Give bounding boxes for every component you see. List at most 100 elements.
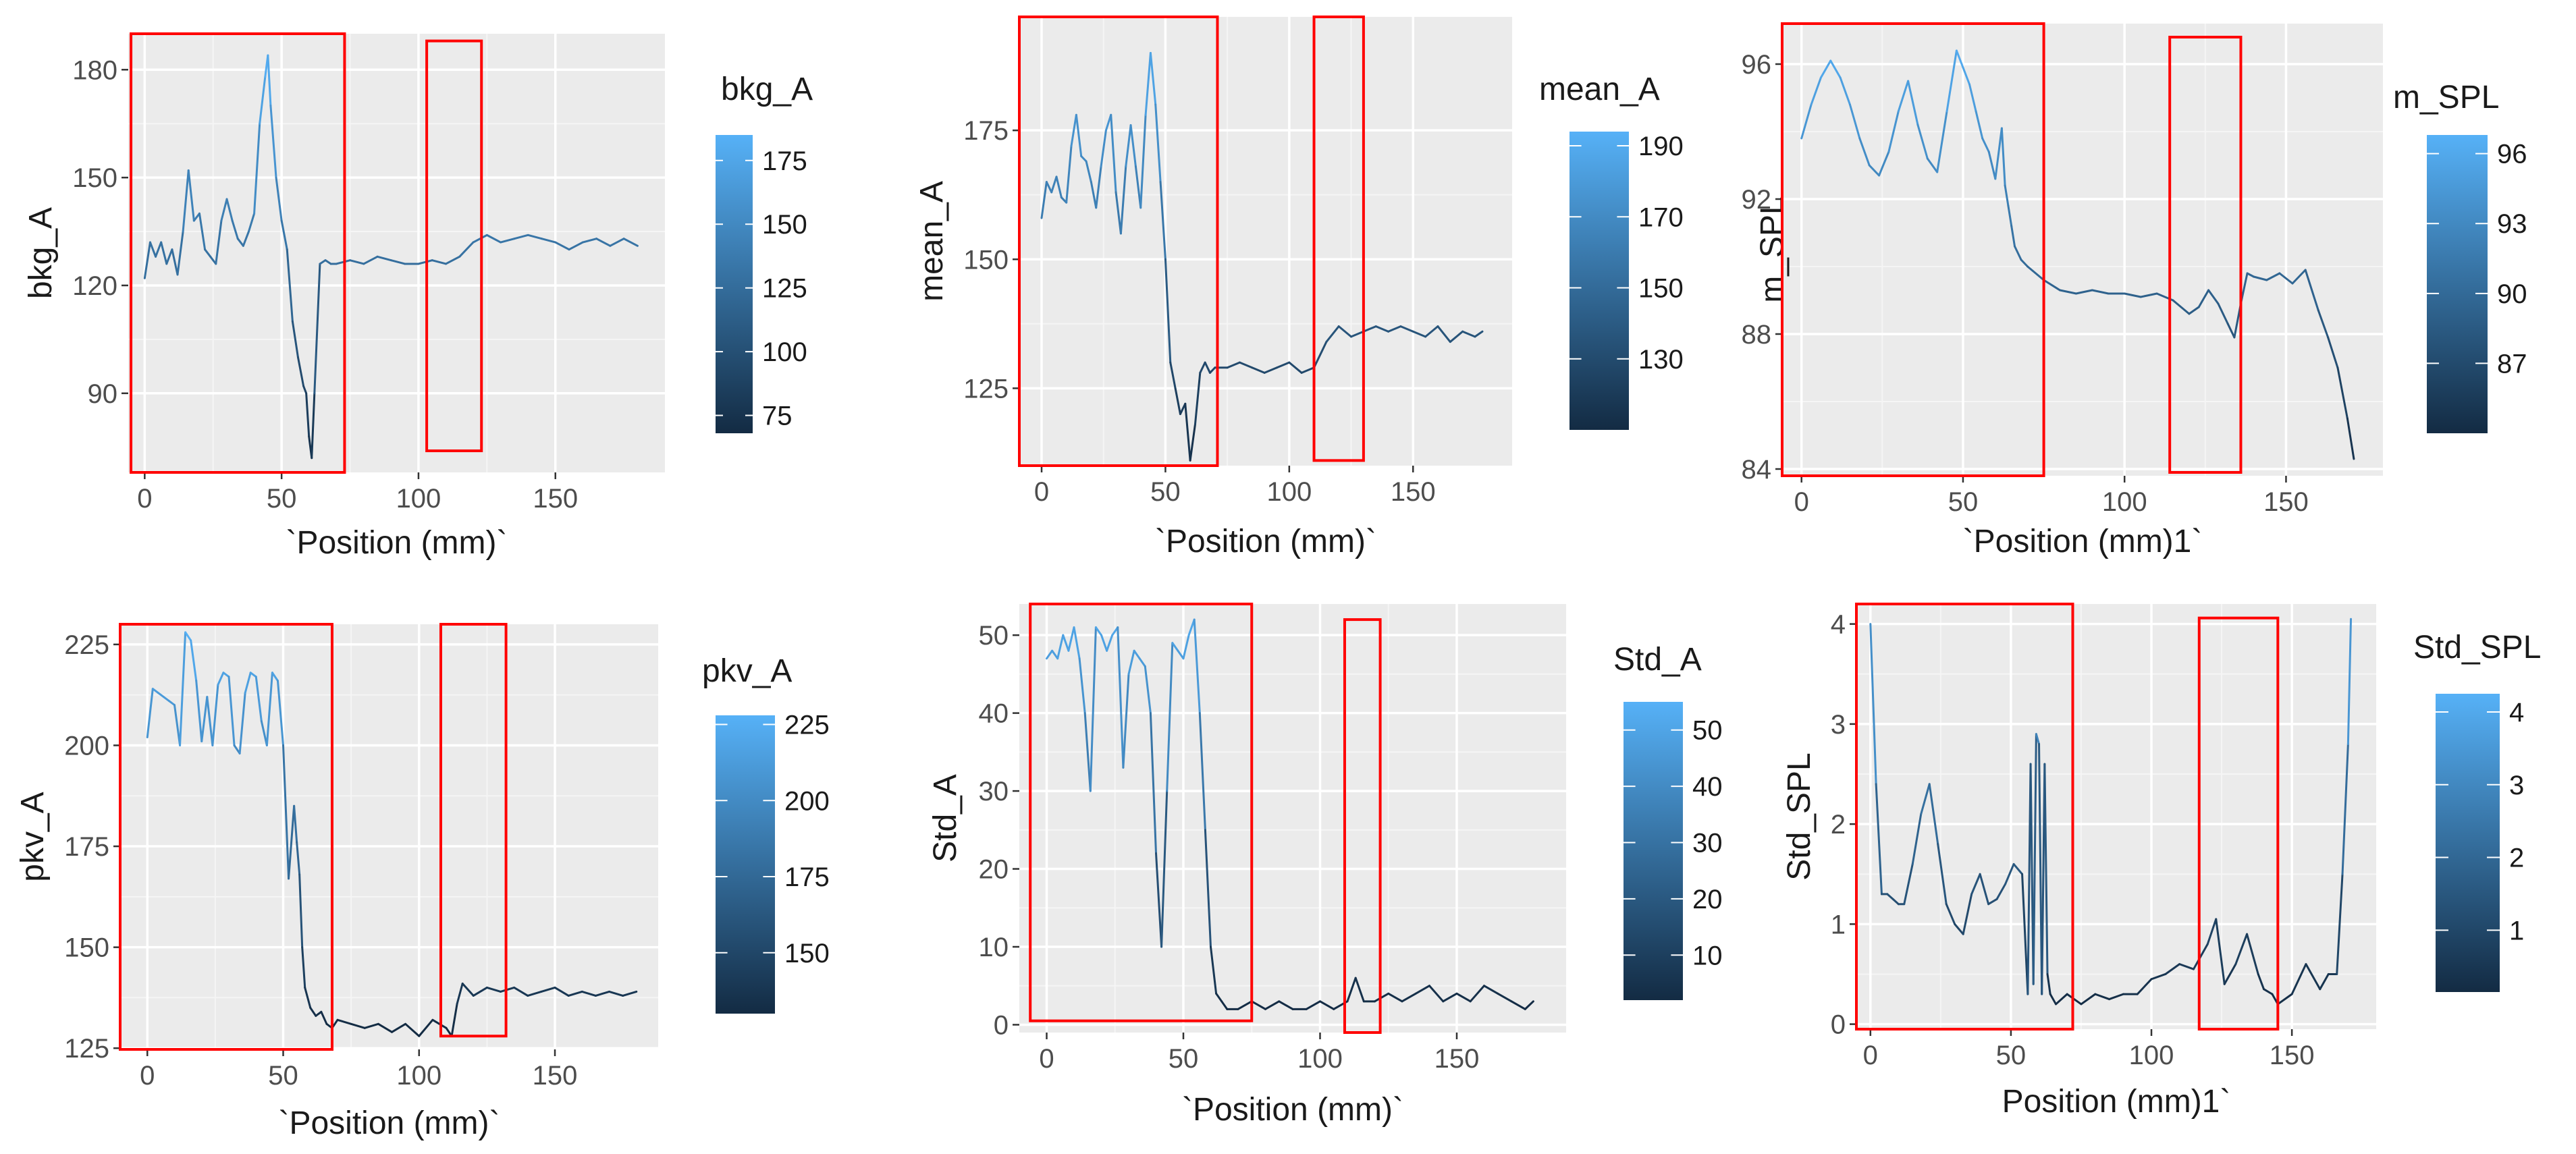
x-axis-title: Position (mm)1` xyxy=(2002,1084,2231,1120)
line-segment xyxy=(1979,873,1990,906)
line-segment xyxy=(568,241,584,251)
legend-tick-label: 2 xyxy=(2509,844,2524,873)
legend-tick-label: 125 xyxy=(762,274,807,304)
series-line xyxy=(146,631,638,1037)
line-segment xyxy=(363,255,379,265)
line-segment xyxy=(1987,150,1997,180)
line-segment xyxy=(2043,763,2049,975)
line-segment xyxy=(608,990,624,997)
line-segment xyxy=(151,688,159,694)
x-tick-label: 50 xyxy=(268,1061,298,1091)
line-segment xyxy=(595,238,612,247)
line-segment xyxy=(2206,918,2218,945)
line-segment xyxy=(1374,325,1390,333)
line-segment xyxy=(1177,649,1185,660)
line-segment xyxy=(1226,361,1241,369)
line-segment xyxy=(1911,813,1923,865)
line-segment xyxy=(1903,862,1914,906)
line-segment xyxy=(1171,642,1179,652)
line-segment xyxy=(1100,634,1108,652)
line-segment xyxy=(1085,160,1092,184)
line-segment xyxy=(418,1018,434,1037)
line-segment xyxy=(2305,963,2322,991)
y-tick-label: 125 xyxy=(64,1034,109,1064)
line-segment xyxy=(1869,623,1877,786)
y-tick-label: 3 xyxy=(1831,710,1846,740)
line-segment xyxy=(1115,191,1122,235)
highlight-box-1 xyxy=(130,32,346,474)
chart-panel-std-a: 0 50 100 150 0 10 20 30 40 50 `Position (mm)` Std_A… xyxy=(928,603,1723,1128)
line-segment xyxy=(1045,181,1053,194)
legend-tick-label: 87 xyxy=(2497,349,2527,379)
line-segment xyxy=(1095,165,1102,209)
legend-tick-label: 10 xyxy=(1692,941,1723,970)
line-segment xyxy=(2020,258,2029,268)
y-tick-label: 120 xyxy=(72,271,117,301)
line-segment xyxy=(1954,923,1964,935)
line-segment xyxy=(182,169,190,233)
chart-panel-pkv-a: 0 50 100 150 125 150 175 200 225 `Position (mm)` p… xyxy=(15,623,830,1141)
line-segment xyxy=(209,255,217,265)
x-tick-label: 0 xyxy=(140,1061,155,1091)
line-segment xyxy=(233,744,241,754)
legend-tick-label: 100 xyxy=(762,337,807,367)
line-segment xyxy=(581,990,597,997)
line-segment xyxy=(244,671,252,694)
line-segment xyxy=(1800,103,1813,140)
line-segment xyxy=(143,241,151,279)
highlight-box-2 xyxy=(2197,616,2280,1031)
line-segment xyxy=(1160,790,1169,948)
line-segment xyxy=(390,259,406,265)
line-segment xyxy=(458,241,475,258)
plot-background xyxy=(1782,24,2383,476)
line-segment xyxy=(1926,157,1939,173)
y-axis-title: Std_SPL xyxy=(1781,752,1817,880)
colorbar xyxy=(2427,135,2488,433)
line-segment xyxy=(335,259,352,265)
line-segment xyxy=(1936,110,1948,173)
line-segment xyxy=(1401,992,1417,1003)
line-segment xyxy=(1428,985,1445,1003)
chart-panel-bkg-a: 0 50 100 150 90 120 150 180 `Position (mm)` bkg_A… xyxy=(23,32,813,561)
line-segment xyxy=(222,671,230,678)
line-segment xyxy=(165,248,173,265)
line-segment xyxy=(1962,893,1973,935)
y-axis-title: m_SPL xyxy=(1754,196,1790,302)
line-segment xyxy=(291,320,299,359)
line-segment xyxy=(195,680,203,743)
line-segment xyxy=(1089,626,1097,792)
line-segment xyxy=(2164,963,2181,975)
line-segment xyxy=(1238,361,1254,369)
line-segment xyxy=(2278,272,2294,285)
y-tick-label: 150 xyxy=(72,163,117,193)
x-tick-label: 0 xyxy=(1794,487,1809,517)
x-axis-title: `Position (mm)` xyxy=(1155,524,1376,559)
line-segment xyxy=(485,233,502,244)
line-segment xyxy=(1387,992,1403,1003)
x-axis-title: `Position (mm)1` xyxy=(1963,524,2203,559)
line-segment xyxy=(2027,265,2045,281)
line-segment xyxy=(298,873,304,949)
line-segment xyxy=(184,631,192,642)
y-tick-label: 2 xyxy=(1831,810,1846,840)
line-segment xyxy=(1070,113,1077,147)
line-segment xyxy=(2012,862,2024,875)
line-segment xyxy=(513,986,529,997)
line-segment xyxy=(271,671,279,682)
y-axis-title: mean_A xyxy=(914,181,950,302)
line-segment xyxy=(2234,933,2249,966)
line-segment xyxy=(179,631,187,746)
line-segment xyxy=(1164,258,1172,364)
line-segment xyxy=(581,238,598,244)
highlight-box-2 xyxy=(2168,36,2243,474)
line-segment xyxy=(1897,80,1910,113)
line-segment xyxy=(217,671,225,686)
line-segment xyxy=(2032,733,2037,985)
line-segment xyxy=(1497,992,1513,1003)
y-tick-label: 96 xyxy=(1742,50,1772,80)
line-segment xyxy=(2035,733,2041,746)
line-segment xyxy=(1819,59,1832,79)
line-segment xyxy=(567,990,583,997)
line-segment xyxy=(275,176,283,222)
line-segment xyxy=(554,986,570,997)
